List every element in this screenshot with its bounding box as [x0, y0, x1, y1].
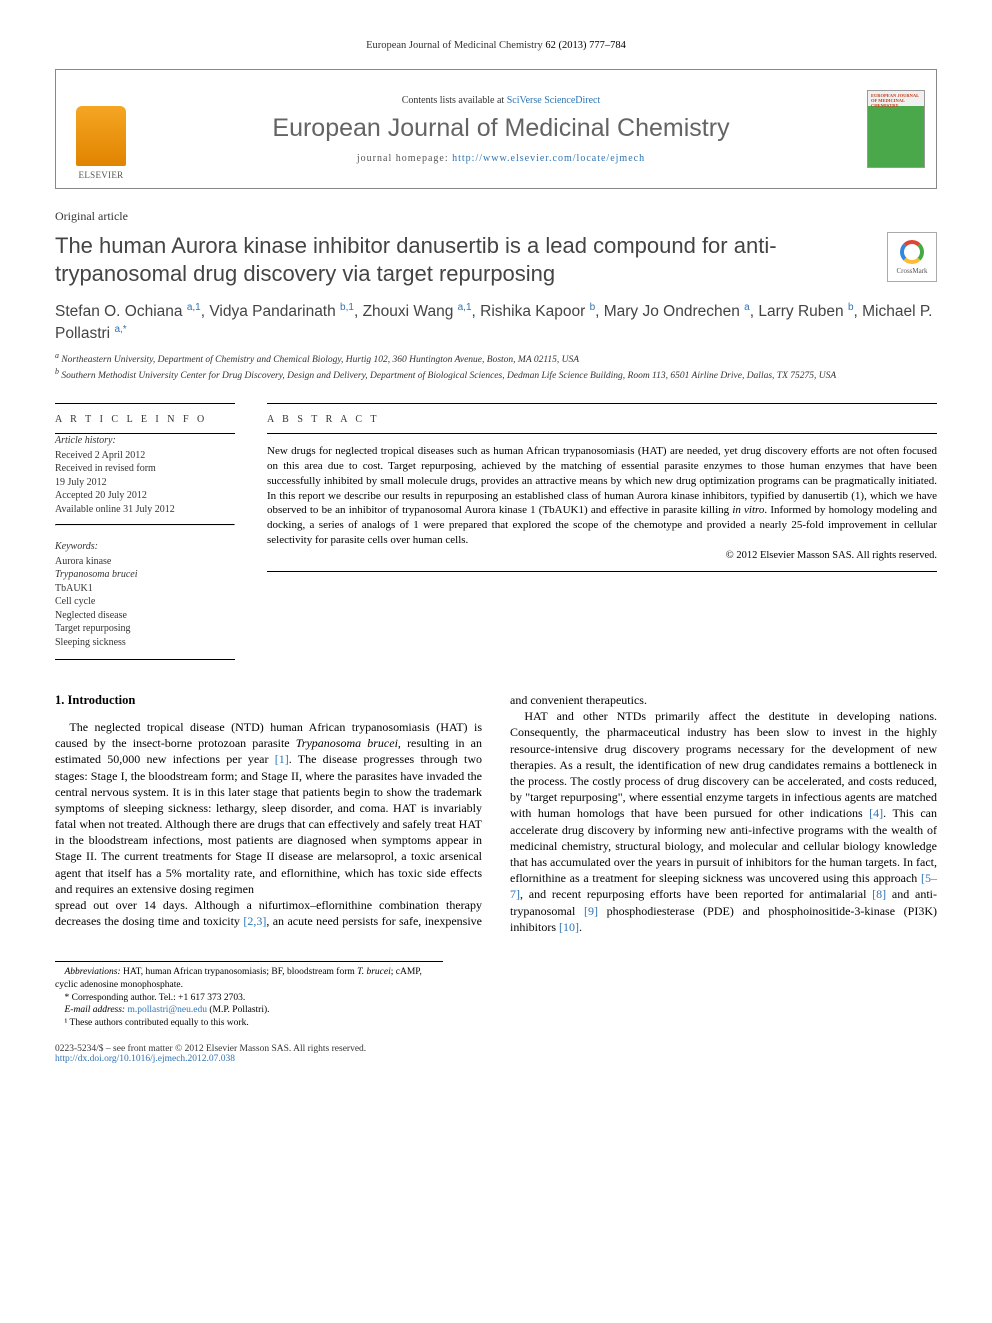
header-center: Contents lists available at SciVerse Sci… [146, 70, 856, 188]
journal-cover-icon [867, 90, 925, 168]
article-title: The human Aurora kinase inhibitor danuse… [55, 232, 867, 287]
body-columns: 1. Introduction The neglected tropical d… [55, 692, 937, 935]
corresponding-email-link[interactable]: m.pollastri@neu.edu [127, 1005, 206, 1015]
article-info-column: A R T I C L E I N F O Article history: R… [55, 403, 235, 660]
journal-name: European Journal of Medicinal Chemistry [272, 114, 729, 143]
elsevier-tree-icon [76, 106, 126, 166]
history-line: Accepted 20 July 2012 [55, 489, 235, 503]
abstract-copyright: © 2012 Elsevier Masson SAS. All rights r… [267, 550, 937, 561]
keyword: Target repurposing [55, 622, 235, 636]
front-matter-line: 0223-5234/$ – see front matter © 2012 El… [55, 1044, 366, 1054]
page-footer: 0223-5234/$ – see front matter © 2012 El… [55, 1044, 937, 1064]
affiliation-b: b Southern Methodist University Center f… [55, 367, 937, 383]
section-heading-intro: 1. Introduction [55, 692, 482, 709]
crossmark-badge[interactable]: CrossMark [887, 232, 937, 282]
keyword: Neglected disease [55, 609, 235, 623]
keywords-head: Keywords: [55, 540, 235, 554]
journal-homepage-link[interactable]: http://www.elsevier.com/locate/ejmech [452, 153, 645, 164]
body-paragraph: The neglected tropical disease (NTD) hum… [55, 719, 482, 897]
running-citation: 62 (2013) 777–784 [545, 40, 626, 51]
history-line: 19 July 2012 [55, 476, 235, 490]
running-header: European Journal of Medicinal Chemistry … [55, 40, 937, 51]
affiliations: a Northeastern University, Department of… [55, 351, 937, 383]
article-history-head: Article history: [55, 434, 235, 448]
running-journal: European Journal of Medicinal Chemistry [366, 40, 543, 51]
abstract-text: New drugs for neglected tropical disease… [267, 434, 937, 548]
history-line: Received 2 April 2012 [55, 449, 235, 463]
sciencedirect-link[interactable]: SciVerse ScienceDirect [507, 95, 601, 106]
authors-line: Stefan O. Ochiana a,1, Vidya Pandarinath… [55, 301, 937, 345]
journal-header-box: ELSEVIER Contents lists available at Sci… [55, 69, 937, 189]
article-info-heading: A R T I C L E I N F O [55, 404, 235, 433]
history-line: Available online 31 July 2012 [55, 503, 235, 517]
body-paragraph: HAT and other NTDs primarily affect the … [510, 708, 937, 935]
corresponding-author-footnote: * Corresponding author. Tel.: +1 617 373… [55, 992, 443, 1005]
crossmark-label: CrossMark [896, 267, 927, 275]
email-footnote: E-mail address: m.pollastri@neu.edu (M.P… [55, 1004, 443, 1017]
cover-thumbnail-block [856, 70, 936, 188]
keyword: Cell cycle [55, 595, 235, 609]
history-line: Received in revised form [55, 462, 235, 476]
abstract-heading: A B S T R A C T [267, 404, 937, 433]
keyword: Aurora kinase [55, 555, 235, 569]
keyword: Sleeping sickness [55, 636, 235, 650]
article-type: Original article [55, 209, 937, 224]
publisher-name: ELSEVIER [79, 170, 124, 180]
abbreviations-footnote: Abbreviations: HAT, human African trypan… [55, 966, 443, 992]
keyword: TbAUK1 [55, 582, 235, 596]
keyword: Trypanosoma brucei [55, 568, 235, 582]
publisher-logo-block: ELSEVIER [56, 70, 146, 188]
equal-contribution-footnote: ¹ These authors contributed equally to t… [55, 1017, 443, 1030]
doi-link[interactable]: http://dx.doi.org/10.1016/j.ejmech.2012.… [55, 1054, 235, 1064]
footnotes: Abbreviations: HAT, human African trypan… [55, 961, 443, 1030]
journal-homepage-line: journal homepage: http://www.elsevier.co… [357, 153, 645, 164]
abstract-column: A B S T R A C T New drugs for neglected … [267, 403, 937, 660]
crossmark-icon [900, 240, 924, 264]
contents-available-line: Contents lists available at SciVerse Sci… [402, 95, 601, 106]
affiliation-a: a Northeastern University, Department of… [55, 351, 937, 367]
